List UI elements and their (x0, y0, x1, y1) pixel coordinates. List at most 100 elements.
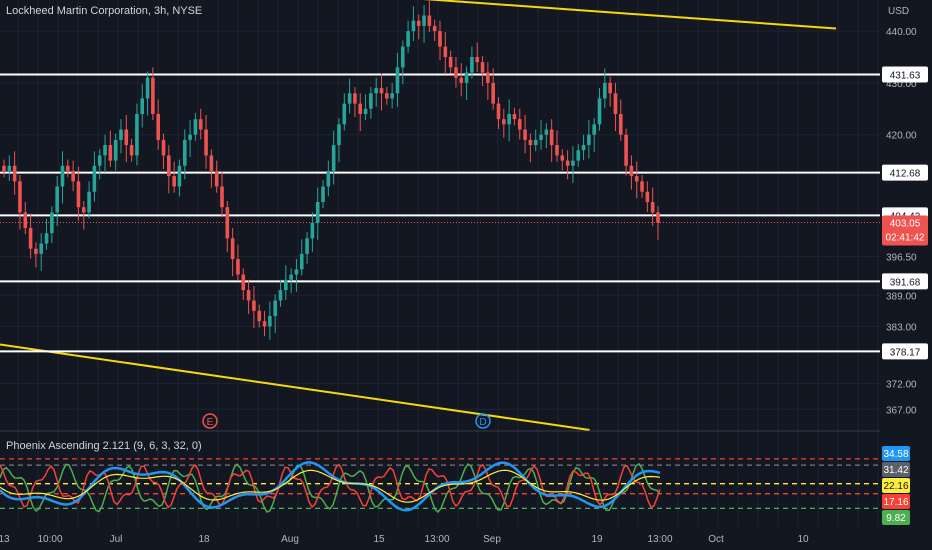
candle-body (262, 321, 267, 327)
level-label-bg (882, 164, 928, 181)
indicator-tick: 17.16 (883, 497, 908, 508)
indicator-axis: 34.58 31.42 22.16 17.16 9.82 (882, 446, 910, 525)
price-tick: 383.00 (886, 322, 917, 333)
indicator-tag-bg (882, 494, 910, 509)
candle-body (491, 82, 495, 104)
candle-body (406, 31, 410, 47)
candle-body (613, 93, 618, 114)
level-labels: 431.63412.68404.43391.68378.17403.0502:4… (882, 66, 928, 360)
level-label: 391.68 (890, 277, 921, 288)
candle-body (395, 67, 400, 94)
candle-body (544, 129, 549, 135)
candle-body (496, 103, 501, 120)
indicator-tag-bg (882, 510, 910, 525)
event-label: D (479, 417, 486, 428)
candle-body (182, 139, 187, 166)
candle-body (475, 56, 480, 63)
time-tick: 19 (591, 534, 603, 545)
candle-body (214, 170, 219, 187)
candle-body (230, 238, 235, 260)
time-axis: 13 10:00 Jul 18 Aug 15 13:00 Sep 19 13:00 Oct 10 (0, 534, 809, 545)
candle-body (39, 243, 44, 254)
candle-body (76, 181, 81, 208)
candle-body (28, 227, 33, 249)
price-tick: 367.00 (886, 405, 917, 416)
candle-body (603, 82, 607, 99)
vertical-grid (17, 0, 879, 526)
candle-body (241, 274, 246, 291)
candle-body (60, 165, 65, 187)
time-tick: 13:00 (647, 534, 672, 545)
indicator-pane (0, 458, 880, 514)
event-label: E (207, 417, 214, 428)
candle-body (268, 316, 272, 327)
candle-body (480, 62, 485, 73)
level-label-bg (882, 66, 928, 83)
indicator-title: Phoenix Ascending 2.121 (9, 6, 3, 32, 0) (6, 440, 202, 452)
candle-body (252, 300, 256, 311)
candle-body (108, 145, 113, 161)
candle-body (555, 145, 559, 156)
candle-body (432, 25, 437, 32)
candle-body (188, 134, 192, 140)
trendline-lower (0, 343, 590, 431)
candle-body (539, 134, 543, 140)
candle-body (427, 15, 432, 26)
candlesticks (2, 1, 660, 340)
candle-body (464, 72, 469, 83)
candle-body (416, 20, 421, 26)
candle-body (246, 290, 251, 301)
event-marker-E (202, 413, 218, 429)
indicator-yellow-line (0, 469, 661, 503)
horizontal-grid (0, 30, 880, 410)
price-tick: 420.00 (886, 131, 917, 142)
candle-body (640, 181, 644, 192)
candle-body (315, 202, 320, 223)
candle-body (587, 134, 591, 146)
candle-body (44, 233, 49, 244)
candle-body (385, 93, 389, 99)
candle-body (81, 207, 86, 213)
candle-body (140, 98, 145, 114)
last-price-bg (882, 215, 928, 246)
candle-body (443, 46, 448, 57)
trendline-upper (423, 0, 837, 30)
candle-body (502, 119, 506, 125)
candle-body (597, 98, 602, 125)
candle-body (97, 155, 102, 166)
candle-body (369, 93, 373, 109)
candle-body (411, 20, 416, 32)
candle-body (438, 31, 442, 47)
candle-body (23, 212, 28, 228)
candle-body (363, 108, 368, 114)
candle-body (236, 259, 240, 275)
price-tick: 389.00 (886, 291, 917, 302)
candle-body (92, 165, 97, 192)
candle-body (634, 176, 639, 182)
candle-body (7, 165, 12, 171)
indicator-green-line (0, 462, 661, 514)
candle-body (321, 186, 325, 203)
candle-body (379, 88, 384, 94)
candle-body (624, 134, 628, 166)
candle-body (549, 129, 554, 146)
candle-body (119, 129, 123, 140)
candle-body (156, 113, 160, 140)
time-tick: 10 (797, 534, 809, 545)
candle-body (278, 290, 283, 301)
candle-body (507, 113, 511, 125)
indicator-tick: 9.82 (886, 513, 906, 524)
last-price-label: 403.05 (890, 219, 921, 230)
candle-body (331, 145, 336, 171)
candle-body (18, 181, 22, 213)
candle-body (565, 160, 570, 166)
candle-body (289, 274, 293, 280)
candle-body (124, 129, 129, 146)
candle-body (454, 67, 458, 78)
candle-body (523, 129, 527, 140)
time-tick: Sep (483, 534, 501, 545)
chart-title: Lockheed Martin Corporation, 3h, NYSE (6, 5, 203, 17)
candle-body (374, 88, 378, 94)
